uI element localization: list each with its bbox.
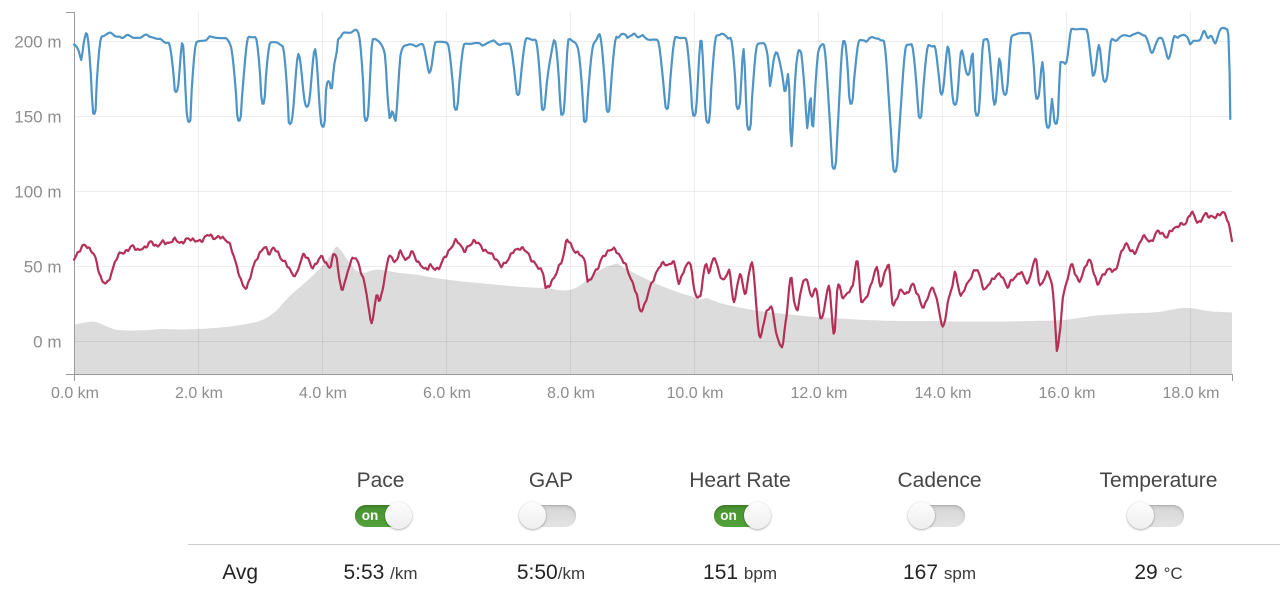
svg-text:2.0 km: 2.0 km bbox=[175, 385, 223, 402]
svg-text:100 m: 100 m bbox=[14, 183, 61, 202]
svg-text:10.0 km: 10.0 km bbox=[667, 385, 724, 402]
svg-text:4.0 km: 4.0 km bbox=[299, 385, 347, 402]
svg-text:16.0 km: 16.0 km bbox=[1039, 385, 1096, 402]
svg-text:200 m: 200 m bbox=[14, 33, 61, 52]
svg-text:0 m: 0 m bbox=[33, 333, 61, 352]
svg-text:14.0 km: 14.0 km bbox=[915, 385, 972, 402]
svg-text:0.0 km: 0.0 km bbox=[51, 385, 99, 402]
svg-text:6.0 km: 6.0 km bbox=[423, 385, 471, 402]
svg-text:50 m: 50 m bbox=[24, 258, 62, 277]
svg-text:8.0 km: 8.0 km bbox=[547, 385, 595, 402]
svg-text:12.0 km: 12.0 km bbox=[791, 385, 848, 402]
svg-text:150 m: 150 m bbox=[14, 108, 61, 127]
svg-text:18.0 km: 18.0 km bbox=[1163, 385, 1220, 402]
